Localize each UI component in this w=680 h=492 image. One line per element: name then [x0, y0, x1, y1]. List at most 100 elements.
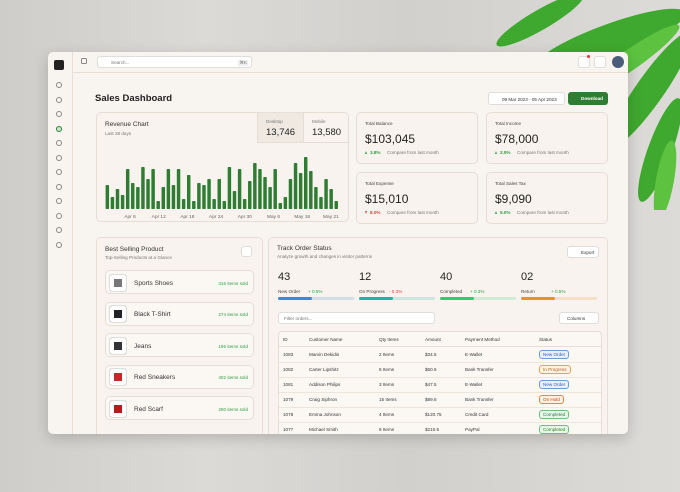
- status-badge: New Order: [539, 349, 570, 359]
- columns-button[interactable]: Columns: [559, 312, 599, 324]
- nav-icon[interactable]: [56, 212, 62, 219]
- bar: [258, 169, 262, 209]
- bar: [263, 177, 267, 209]
- bar: [309, 171, 313, 209]
- table-cell: 1081: [283, 382, 294, 387]
- product-row[interactable]: Red Sneakers 402 items sold: [105, 364, 254, 389]
- x-axis-label: Apr 24: [209, 214, 223, 220]
- export-button[interactable]: Export: [567, 246, 599, 258]
- table-cell: 1077: [283, 427, 294, 432]
- logo[interactable]: [54, 60, 64, 70]
- stat-value: $15,010: [365, 192, 409, 206]
- product-name: Red Sneakers: [134, 374, 176, 381]
- product-row[interactable]: Jeans 195 items sold: [105, 333, 254, 357]
- download-button[interactable]: Download: [568, 92, 608, 105]
- nav-icon[interactable]: [56, 169, 62, 175]
- bar: [176, 169, 181, 209]
- table-cell: Emma Johnson: [309, 412, 341, 417]
- bar: [283, 197, 288, 209]
- product-name: Black T-Shirt: [134, 311, 171, 318]
- bar: [120, 195, 125, 209]
- summary-label: Completed: [440, 289, 463, 294]
- column-header: Payment Method: [465, 336, 500, 342]
- nav-icon[interactable]: [56, 140, 62, 146]
- nav-icon[interactable]: [56, 125, 62, 132]
- product-image: [109, 368, 127, 386]
- product-sold: 274 items sold: [218, 312, 248, 317]
- chart-tab[interactable]: Mobile 13,580: [303, 113, 350, 143]
- table-row[interactable]: 1078 Emma Johnson 4 Items $120.75 Credit Car…: [279, 407, 601, 423]
- nav-icon[interactable]: [56, 154, 62, 161]
- table-row[interactable]: 1077 Michael Smith 8 Items $210.5 PayPal Comp…: [279, 422, 601, 434]
- product-row[interactable]: Black T-Shirt 274 items sold: [105, 301, 254, 326]
- summary-bar-fill: [440, 297, 475, 300]
- columns-label: Columns: [567, 316, 586, 321]
- bar: [329, 189, 333, 209]
- table-cell: Marvin Dekidis: [309, 352, 340, 357]
- stat-title: Total Balance: [365, 121, 393, 126]
- tab-value: 13,580: [312, 127, 342, 138]
- summary-bar-fill: [359, 297, 394, 300]
- sidebar-toggle[interactable]: [81, 58, 87, 64]
- table-cell: 1083: [283, 352, 294, 357]
- stat-change: 3.5%: [500, 150, 511, 155]
- nav-icon[interactable]: [56, 241, 62, 248]
- card-subtitle: Top-Selling Products at a Glance: [105, 255, 172, 260]
- summary-bar: [359, 297, 435, 300]
- bar: [166, 169, 171, 209]
- summary-count: 43: [278, 271, 291, 283]
- revenue-card: Revenue Chart Last 28 days Desktop 13,746…: [96, 112, 350, 222]
- stat-card: Total Income $78,000 3.5% Compare from last…: [486, 112, 608, 164]
- table-cell: 1082: [283, 367, 294, 372]
- next-button[interactable]: [241, 246, 252, 257]
- orders-table: ID Customer Name Qty Items Amount Payment Me…: [278, 331, 602, 434]
- table-cell: Bank Transfer: [465, 397, 494, 402]
- notifications[interactable]: [578, 56, 590, 68]
- table-cell: $120.75: [425, 412, 442, 417]
- search-box[interactable]: Search... ⌘K: [97, 56, 252, 68]
- table-cell: Bank Transfer: [465, 367, 494, 372]
- tab-label: Mobile: [312, 119, 326, 124]
- table-row[interactable]: 1081 Addison Philips 3 Items $47.5 E-Wallet N…: [279, 377, 601, 393]
- avatar[interactable]: [612, 56, 624, 68]
- summary-label: On Progress: [359, 289, 385, 294]
- x-axis-label: Apr 18: [180, 214, 194, 220]
- table-cell: Credit Card: [465, 412, 489, 417]
- table-row[interactable]: 1082 Carter Lipshitz 6 Items $60.5 Bank Tran…: [279, 362, 601, 378]
- table-cell: $89.6: [425, 397, 437, 402]
- bar: [273, 169, 277, 209]
- topbar: Search... ⌘K: [72, 52, 628, 73]
- table-row[interactable]: 1083 Marvin Dekidis 2 Items $34.5 E-Wallet Ne…: [279, 347, 601, 363]
- product-sold: 402 items sold: [218, 375, 248, 380]
- table-row[interactable]: 1079 Craig Siphron 15 Items $89.6 Bank Trans…: [279, 392, 601, 408]
- nav-icon[interactable]: [56, 111, 62, 117]
- settings[interactable]: [594, 56, 606, 68]
- chart-tab[interactable]: Desktop 13,746: [257, 113, 304, 143]
- summary-label: New Order: [278, 289, 301, 294]
- bar: [212, 199, 216, 209]
- card-title: Best Selling Product: [105, 246, 164, 253]
- bar: [125, 169, 130, 209]
- nav-icon[interactable]: [56, 198, 62, 204]
- table-cell: PayPal: [465, 427, 480, 432]
- export-label: Export: [581, 250, 595, 255]
- product-row[interactable]: Sports Shoes 316 items sold: [105, 270, 254, 294]
- stat-title: Total Income: [495, 121, 522, 126]
- stat-note: Compare from last month: [517, 150, 569, 155]
- nav-icon[interactable]: [56, 183, 62, 190]
- product-row[interactable]: Red Scarf 280 items sold: [105, 396, 254, 420]
- nav-icon[interactable]: [56, 96, 62, 103]
- trend-arrow: [365, 151, 367, 154]
- page-title: Sales Dashboard: [95, 93, 173, 104]
- summary-change: - 0.3%: [389, 289, 403, 294]
- filter-input[interactable]: Filter orders...: [278, 312, 435, 324]
- date-range[interactable]: 09 Mar 2023 - 05 Apr 2023: [488, 92, 565, 105]
- bar: [181, 199, 186, 209]
- stat-change: 3.8%: [370, 150, 381, 155]
- summary-bar-fill: [521, 297, 556, 300]
- nav-icon[interactable]: [56, 82, 62, 88]
- status-badge: In Progress: [539, 364, 571, 374]
- x-axis-label: Apr 12: [152, 214, 166, 220]
- nav-icon[interactable]: [56, 227, 62, 233]
- bar: [202, 185, 206, 209]
